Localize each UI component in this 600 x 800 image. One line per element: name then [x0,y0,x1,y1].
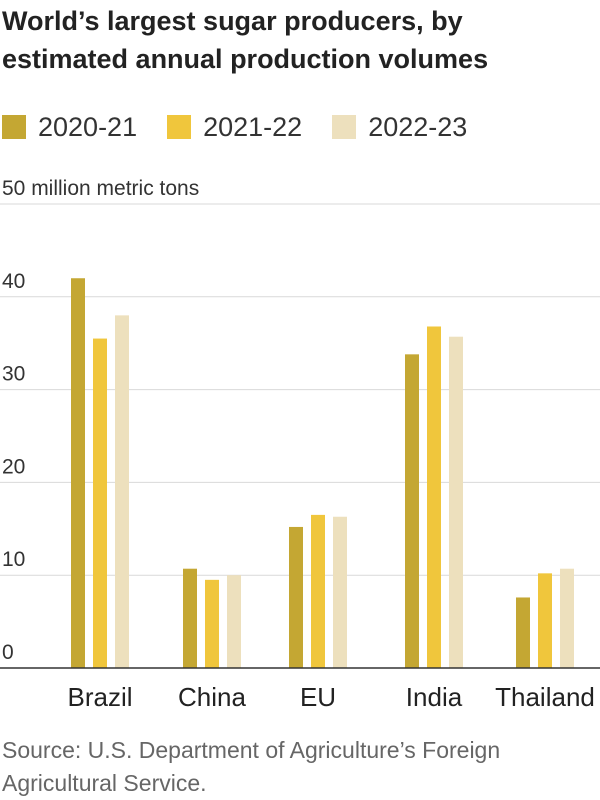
bar-thailand-2022-23 [560,568,574,668]
bar-china-2020-21 [183,568,197,668]
legend-label-2021-22: 2021-22 [203,111,303,142]
y-tick-label-20: 20 [2,455,25,478]
legend: 2020-21 2021-22 2022-23 [2,110,497,144]
y-tick-label-40: 40 [2,270,25,293]
y-tick-label-30: 30 [2,363,25,386]
bar-brazil-2020-21 [71,278,85,668]
x-tick-labels: Brazil China EU India Thailand [67,682,594,712]
legend-swatch-2021-22 [167,115,192,139]
bars [71,278,574,668]
bar-thailand-2020-21 [516,597,530,668]
y-tick-label-50: 50 million metric tons [2,177,199,200]
bar-chart: 0 10 20 30 40 50 million metric tons Brazil Ch… [0,177,600,712]
x-tick-label-india: India [406,682,463,712]
x-tick-label-brazil: Brazil [67,682,132,712]
x-tick-label-eu: EU [300,682,336,712]
legend-swatch-2022-23 [332,115,357,139]
bar-india-2021-22 [427,326,441,668]
y-tick-label-10: 10 [2,548,25,571]
x-tick-label-thailand: Thailand [495,682,595,712]
bar-brazil-2022-23 [115,315,129,668]
bar-thailand-2021-22 [538,573,552,668]
bar-eu-2020-21 [289,526,303,668]
bar-india-2022-23 [449,336,463,668]
bar-brazil-2021-22 [93,338,107,668]
x-tick-label-china: China [178,682,246,712]
legend-swatch-2020-21 [2,115,26,139]
bar-eu-2022-23 [333,516,347,668]
legend-item-2021-22: 2021-22 [167,112,302,143]
source-note: Source: U.S. Department of Agriculture’s… [2,737,501,796]
bar-eu-2021-22 [311,514,325,668]
legend-item-2020-21: 2020-21 [2,112,137,143]
bar-china-2021-22 [205,579,219,668]
bar-china-2022-23 [227,575,241,668]
legend-item-2022-23: 2022-23 [332,112,467,143]
bar-india-2020-21 [405,354,419,668]
gridlines [0,203,600,576]
y-tick-labels: 0 10 20 30 40 50 million metric tons [2,177,199,664]
chart-title: World’s largest sugar producers, by esti… [2,6,489,74]
legend-label-2022-23: 2022-23 [368,111,468,142]
legend-label-2020-21: 2020-21 [38,111,138,142]
y-tick-label-0: 0 [2,641,14,664]
